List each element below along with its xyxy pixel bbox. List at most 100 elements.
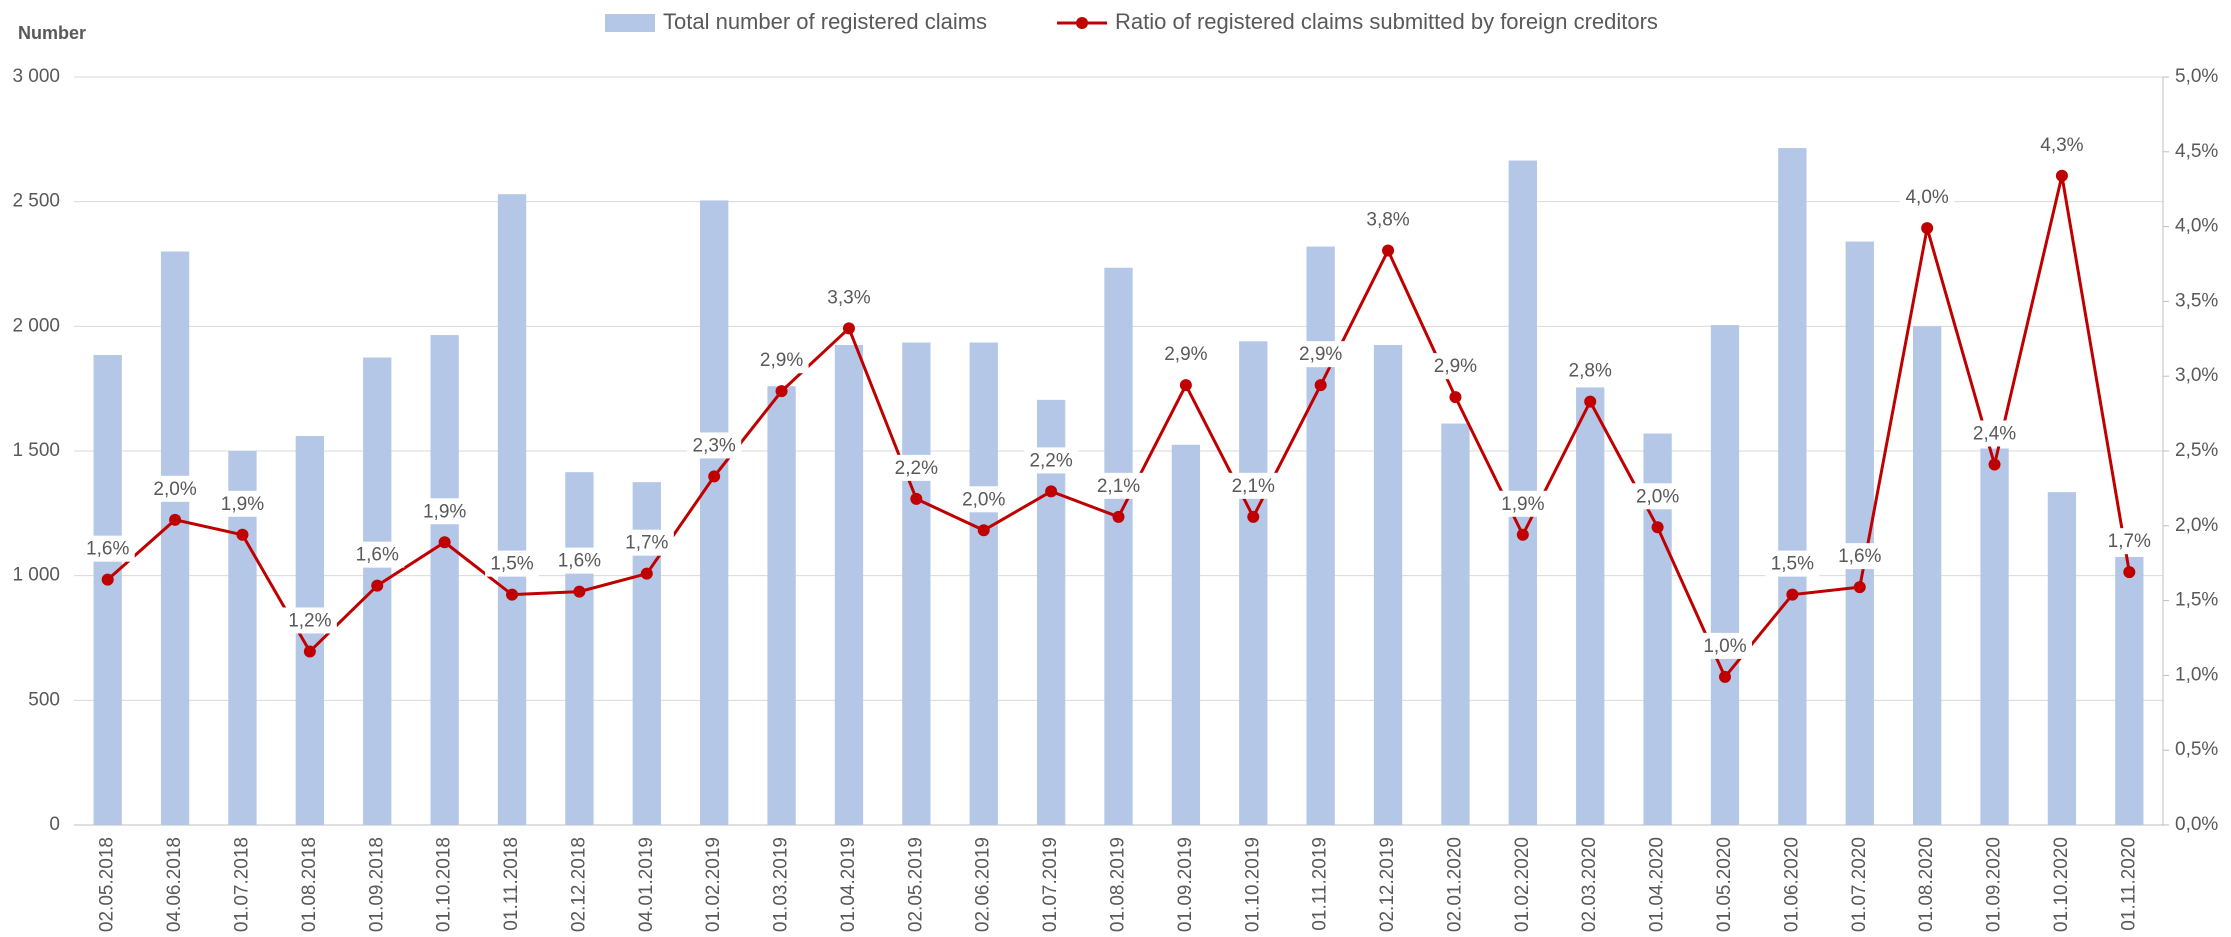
bar — [2047, 492, 2077, 825]
marker — [1988, 458, 2001, 471]
x-tick-label: 01.11.2020 — [2118, 837, 2139, 931]
bar — [1778, 148, 1807, 825]
y-tick-label: 1 500 — [12, 440, 60, 461]
marker — [977, 524, 990, 537]
label-bg — [485, 550, 540, 577]
label-bg — [1832, 543, 1887, 570]
data-label: 2,8% — [1569, 361, 1612, 382]
x-tick-label: 02.01.2020 — [1444, 837, 1465, 932]
label-bg — [350, 541, 405, 568]
marker — [506, 588, 519, 601]
marker — [775, 385, 788, 398]
x-tick-label: 01.10.2019 — [1242, 837, 1263, 932]
bar — [767, 386, 796, 825]
label-bg — [2034, 131, 2089, 158]
y2-tick-label: 1,5% — [2175, 590, 2218, 611]
label-bg — [215, 490, 270, 517]
marker — [910, 492, 923, 505]
data-label: 1,7% — [625, 533, 668, 554]
marker — [1718, 670, 1731, 683]
bar — [497, 194, 527, 826]
bar — [902, 342, 931, 825]
label-bg — [417, 498, 472, 525]
data-label: 2,2% — [895, 458, 938, 479]
marker — [842, 322, 855, 335]
bar — [1306, 246, 1335, 826]
data-label: 1,7% — [2108, 531, 2151, 552]
label-bg — [821, 284, 876, 311]
x-tick-label: 01.10.2020 — [2051, 837, 2072, 932]
data-label: 1,2% — [288, 610, 331, 631]
x-tick-label: 01.10.2018 — [434, 837, 455, 932]
data-label: 2,9% — [1299, 344, 1342, 365]
label-bg — [1091, 472, 1146, 499]
data-label: 2,9% — [1434, 356, 1477, 377]
marker — [1382, 244, 1395, 257]
x-tick-label: 02.03.2020 — [1579, 837, 1600, 932]
bar — [1576, 387, 1605, 825]
x-tick-label: 01.04.2019 — [838, 837, 859, 932]
data-label: 2,0% — [1636, 486, 1679, 507]
data-label: 4,3% — [2040, 135, 2083, 156]
data-label: 1,9% — [221, 494, 264, 515]
data-label: 2,1% — [1097, 476, 1140, 497]
legend-marker — [1076, 17, 1089, 29]
bar — [93, 355, 122, 825]
y-tick-label: 2 500 — [12, 191, 60, 212]
data-label: 2,1% — [1232, 476, 1275, 497]
y-tick-label: 0 — [49, 814, 60, 835]
bar — [1239, 341, 1268, 825]
marker — [1112, 510, 1125, 523]
x-tick-label: 01.03.2019 — [771, 837, 792, 932]
label-bg — [889, 454, 944, 481]
marker — [438, 536, 451, 549]
label-bg — [148, 475, 203, 502]
marker — [303, 645, 316, 658]
bar — [2115, 556, 2144, 825]
data-label: 2,9% — [760, 350, 803, 371]
bar — [1710, 325, 1740, 825]
data-label: 1,5% — [1771, 554, 1814, 575]
data-label: 2,9% — [1164, 344, 1207, 365]
marker — [1179, 379, 1192, 392]
x-tick-label: 01.07.2019 — [1040, 837, 1061, 932]
label-bg — [1428, 353, 1483, 380]
y2-tick-label: 2,0% — [2175, 515, 2218, 536]
label-bg — [80, 535, 135, 562]
x-tick-label: 01.02.2020 — [1512, 837, 1533, 932]
legend-swatch — [605, 14, 655, 32]
marker — [640, 567, 653, 580]
data-label: 4,0% — [1905, 187, 1948, 208]
marker — [1314, 379, 1327, 392]
label-bg — [1697, 632, 1752, 659]
x-tick-label: 01.02.2019 — [703, 837, 724, 932]
bar — [1171, 444, 1201, 825]
label-bg — [1495, 490, 1550, 517]
y-tick-label: 2 000 — [12, 315, 60, 336]
marker — [2055, 169, 2068, 182]
label-bg — [754, 347, 809, 374]
data-label: 3,8% — [1366, 210, 1409, 231]
label-bg — [2102, 528, 2157, 555]
x-tick-label: 01.11.2019 — [1310, 837, 1331, 931]
y2-tick-label: 0,0% — [2175, 814, 2218, 835]
y-axis-title: Number — [18, 23, 86, 43]
marker — [101, 573, 114, 586]
bar — [834, 345, 864, 825]
y-tick-label: 500 — [28, 689, 60, 710]
label-bg — [1630, 483, 1685, 510]
label-bg — [1158, 341, 1213, 368]
data-label: 1,6% — [1838, 546, 1881, 567]
x-tick-label: 01.06.2020 — [1781, 837, 1802, 932]
data-label: 2,4% — [1973, 423, 2016, 444]
x-tick-label: 01.07.2020 — [1849, 837, 1870, 932]
bar — [1980, 448, 2009, 825]
label-bg — [1900, 184, 1955, 211]
y-tick-label: 1 000 — [12, 565, 60, 586]
y-tick-label: 3 000 — [12, 66, 60, 87]
bar — [1104, 267, 1133, 825]
data-label: 2,0% — [962, 489, 1005, 510]
marker — [1516, 528, 1529, 541]
label-bg — [619, 529, 674, 556]
